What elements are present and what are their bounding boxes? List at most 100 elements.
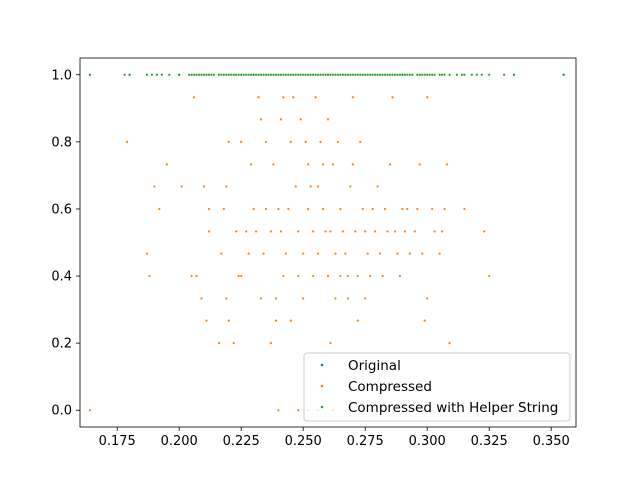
data-point — [433, 73, 436, 76]
y-tick-label: 0.6 — [51, 202, 72, 217]
data-point — [180, 185, 183, 188]
data-point — [210, 73, 213, 76]
data-point — [254, 230, 258, 233]
data-point — [232, 342, 235, 345]
data-point — [316, 252, 320, 255]
data-point — [277, 207, 280, 211]
data-point — [190, 274, 193, 278]
data-point — [413, 230, 416, 233]
data-point — [364, 73, 367, 76]
data-point — [354, 73, 357, 76]
data-point — [334, 252, 337, 255]
data-point — [356, 73, 359, 76]
data-point — [480, 73, 483, 76]
data-point — [254, 73, 258, 76]
data-point — [396, 73, 399, 76]
data-point — [247, 73, 250, 76]
data-point — [421, 73, 424, 76]
data-point — [200, 73, 203, 76]
data-point — [376, 185, 379, 188]
data-point — [371, 73, 374, 76]
data-point — [299, 118, 302, 121]
data-point — [192, 73, 196, 76]
data-point — [304, 140, 307, 143]
data-point — [376, 73, 379, 76]
data-point — [398, 274, 402, 278]
data-point — [284, 252, 287, 255]
x-tick-label: 0.300 — [409, 434, 446, 449]
data-point — [307, 73, 310, 76]
data-point — [359, 73, 362, 76]
data-point — [562, 73, 565, 76]
data-point — [326, 118, 330, 121]
data-point — [354, 230, 357, 233]
data-point — [225, 185, 228, 188]
data-point — [259, 297, 263, 300]
data-point — [277, 73, 280, 76]
legend-marker — [320, 405, 324, 409]
y-tick-label: 0.2 — [51, 337, 72, 352]
data-point — [312, 274, 315, 278]
data-point — [302, 252, 305, 255]
data-point — [145, 252, 149, 255]
data-point — [406, 207, 409, 211]
data-point — [319, 140, 322, 143]
data-point — [378, 73, 382, 76]
data-point — [321, 73, 325, 76]
data-point — [383, 207, 387, 211]
data-point — [145, 73, 149, 76]
data-point — [247, 252, 250, 255]
data-point — [324, 73, 327, 76]
data-point — [289, 73, 292, 76]
data-point — [294, 185, 297, 188]
data-point — [259, 118, 263, 121]
data-point — [240, 274, 243, 278]
data-point — [364, 230, 367, 233]
series-2 — [88, 73, 565, 76]
data-point — [197, 73, 201, 76]
data-point — [396, 252, 399, 255]
data-point — [284, 73, 287, 76]
data-point — [297, 73, 300, 76]
data-point — [366, 252, 369, 255]
data-point — [351, 73, 354, 76]
data-point — [237, 274, 240, 278]
data-point — [393, 230, 397, 233]
data-point — [356, 319, 359, 322]
data-point — [230, 73, 233, 76]
data-point — [262, 252, 265, 255]
data-point — [359, 140, 362, 143]
data-point — [438, 73, 441, 76]
data-point — [349, 185, 352, 188]
data-point — [329, 230, 332, 233]
data-point — [257, 96, 260, 99]
data-point — [128, 73, 131, 76]
legend-label: Compressed — [348, 379, 432, 395]
data-point — [319, 73, 322, 76]
data-point — [245, 230, 248, 233]
data-point — [475, 73, 478, 76]
data-point — [316, 185, 320, 188]
data-point — [369, 274, 372, 278]
x-tick-label: 0.225 — [223, 434, 260, 449]
data-point — [383, 73, 387, 76]
data-point — [150, 73, 154, 76]
data-point — [438, 252, 441, 255]
data-point — [426, 297, 429, 300]
data-point — [207, 207, 211, 211]
data-point — [339, 274, 342, 278]
data-point — [312, 230, 315, 233]
data-point — [222, 73, 225, 76]
data-point — [324, 230, 327, 233]
data-point — [307, 163, 310, 166]
data-point — [195, 274, 198, 278]
data-point — [426, 73, 429, 76]
legend-marker — [320, 363, 324, 367]
data-point — [443, 73, 446, 76]
data-point — [274, 73, 278, 76]
data-point — [321, 207, 325, 211]
x-axis: 0.175 0.200 0.225 0.250 0.275 0.300 0.325 0.350 — [99, 427, 570, 449]
data-point — [448, 73, 451, 76]
data-point — [88, 409, 92, 412]
data-point — [237, 73, 240, 76]
